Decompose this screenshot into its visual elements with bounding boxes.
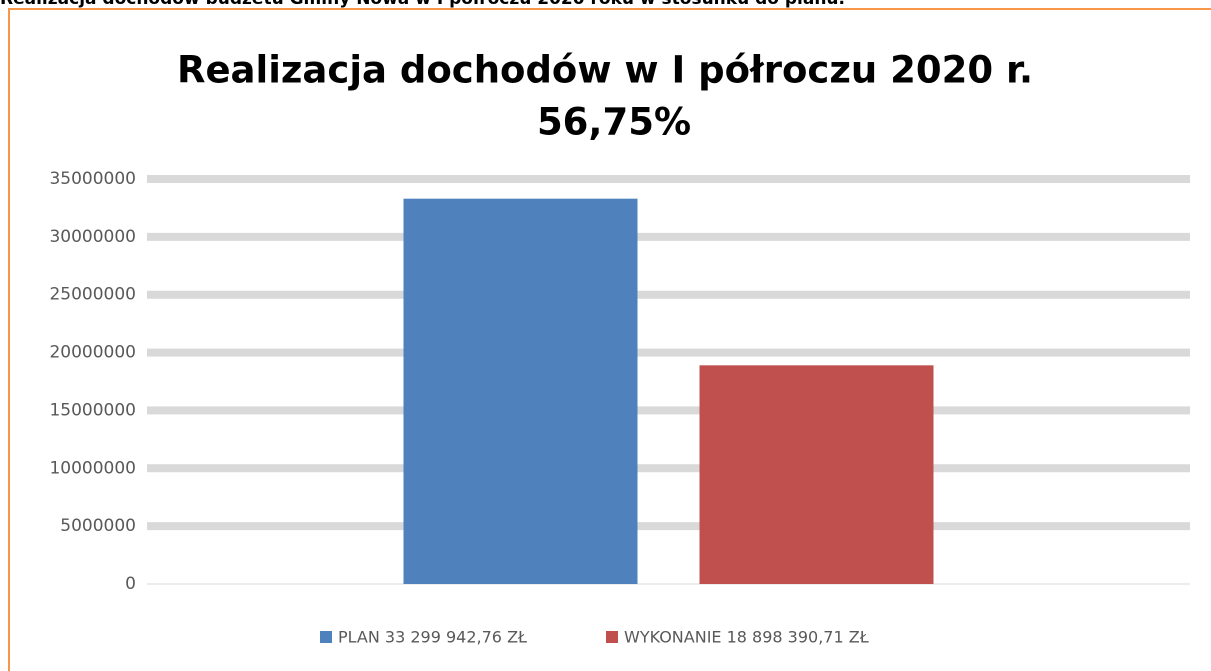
y-tick-label: 5000000: [60, 516, 136, 536]
y-tick-label: 0: [125, 574, 136, 594]
legend-label: PLAN 33 299 942,76 ZŁ: [338, 628, 527, 647]
legend-swatch: [320, 631, 332, 643]
y-tick-label: 30000000: [49, 227, 136, 247]
chart-title: Realizacja dochodów w I półroczu 2020 r.: [177, 49, 1033, 92]
y-tick-label: 20000000: [49, 343, 136, 363]
y-tick-label: 35000000: [49, 169, 136, 189]
y-tick-label: 15000000: [49, 400, 136, 420]
bar: [403, 198, 638, 584]
chart-subtitle: 56,75%: [537, 101, 691, 144]
chart-frame: [8, 8, 1211, 671]
bar: [699, 365, 934, 584]
header-title: Realizacja dochodów budżetu Gminy Nowa w…: [0, 0, 845, 9]
legend-swatch: [606, 631, 618, 643]
y-tick-label: 10000000: [49, 458, 136, 478]
y-tick-label: 25000000: [49, 285, 136, 305]
legend-label: WYKONANIE 18 898 390,71 ZŁ: [624, 628, 869, 647]
